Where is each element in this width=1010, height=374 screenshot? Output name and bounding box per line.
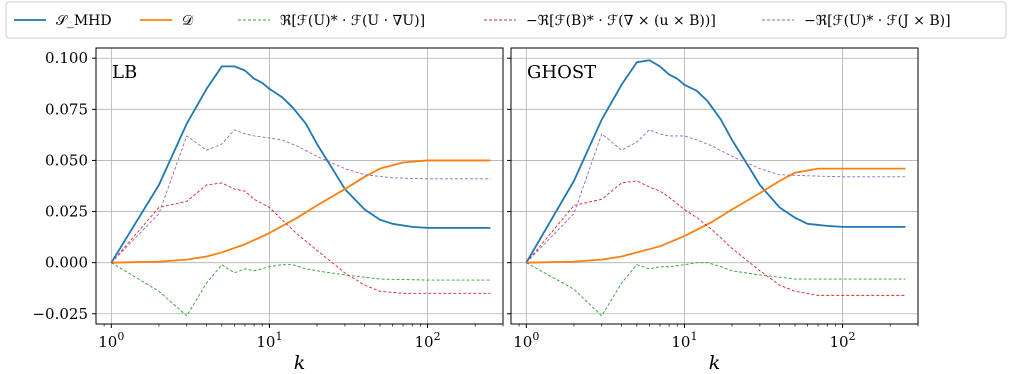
panel-ghost-frame [510,47,919,325]
panel-ghost-xticks: 100 101 102 [513,324,919,351]
legend: 𝒮_MHD 𝒟 ℜ[ℱ(U)* · ℱ(U · ∇U)] −ℜ[ℱ(B)* · … [5,1,1007,39]
panel-lb-yticks: 0.100 0.075 0.050 0.025 0.000 −0.025 [32,49,96,323]
panel-lb-xtick-label-0: 100 [98,330,124,351]
panel-lb-series-induction [110,182,491,294]
panel-lb-ytick-label-0: 0.100 [45,49,88,67]
panel-lb-ytick-label-2: 0.050 [45,151,88,169]
panel-ghost-xtick-label-0: 100 [513,330,539,351]
panel-ghost-series-induction [525,180,906,296]
panel-lb-ytick-label-3: 0.025 [45,203,88,221]
panel-lb-grid [96,48,503,324]
panel-lb-series-lorentz [110,129,491,263]
panel-lb-xticks: 100 101 102 [98,324,504,351]
panel-ghost-grid [511,48,918,324]
panel-lb-ytick-label-1: 0.075 [45,100,88,118]
panel-lb-series-advection [111,262,491,317]
panel-lb-series [110,65,491,317]
panel-ghost-series-lorentz [525,129,906,263]
panel-ghost-title: GHOST [527,62,596,83]
legend-label-d: 𝒟 [182,13,194,29]
legend-label-induction: −ℜ[ℱ(B)* · ℱ(∇ × (u × B))] [526,13,716,29]
panel-ghost-yticks [507,57,511,315]
panel-lb-ytick-label-5: −0.025 [32,305,88,323]
panel-lb-xtick-label-1: 101 [256,330,282,351]
panel-ghost-series-d [526,167,906,264]
legend-label-lorentz: −ℜ[ℱ(U)* · ℱ(J × B)] [804,13,951,29]
legend-label-advection: ℜ[ℱ(U)* · ℱ(U · ∇U)] [280,13,425,29]
panel-lb-xlabel: k [294,352,306,374]
legend-label-smhd: 𝒮_MHD [56,13,112,29]
panel-ghost-series-smhd [525,59,906,264]
panel-lb-frame [95,47,504,325]
panel-lb-series-d [111,159,491,264]
panel-lb-title: LB [112,62,137,83]
panel-lb-xtick-label-2: 102 [415,330,441,351]
panel-ghost: 100 101 102 GHOST k [507,47,919,374]
panel-ghost-series [525,59,906,317]
panel-lb-ytick-label-4: 0.000 [45,254,88,272]
panel-ghost-series-advection [526,262,906,317]
panel-ghost-xtick-label-1: 101 [671,330,697,351]
panel-ghost-xtick-label-2: 102 [830,330,856,351]
panel-lb-series-smhd [110,65,491,264]
panel-ghost-xlabel: k [709,352,721,374]
